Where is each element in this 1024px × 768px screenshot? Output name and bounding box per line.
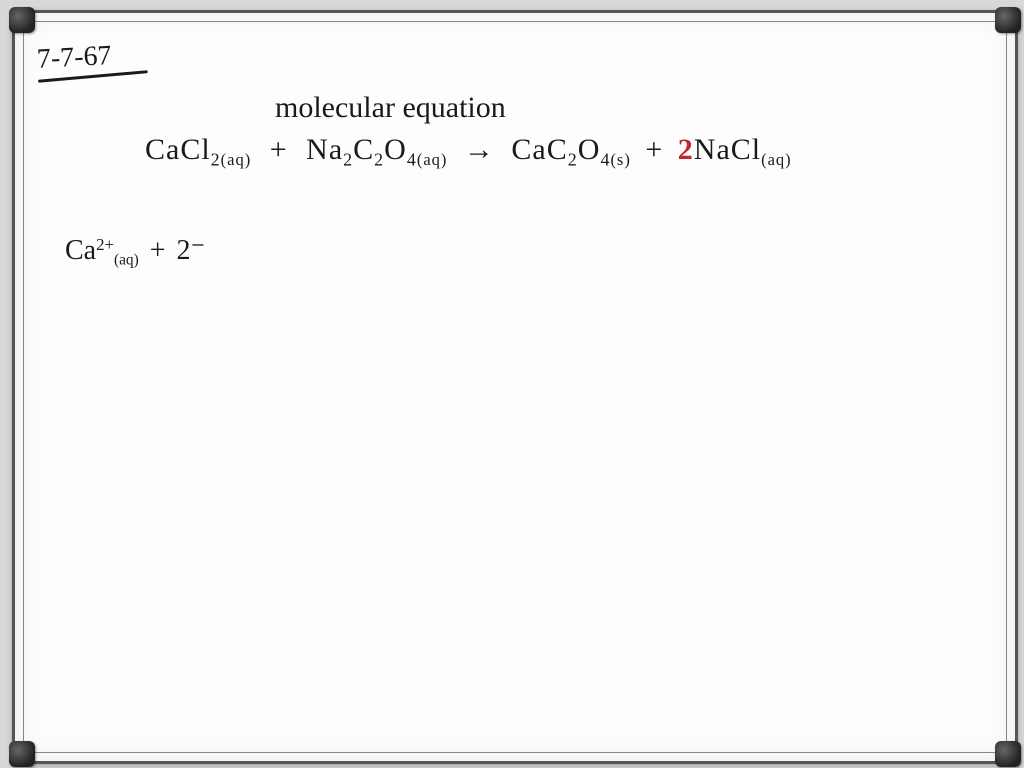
product-1: CaC2O4(s) xyxy=(511,133,639,166)
section-title: molecular equation xyxy=(275,91,506,125)
formula-text: NaCl xyxy=(694,133,761,166)
date-label: 7-7-67 xyxy=(36,38,148,81)
state-label: (aq) xyxy=(114,251,139,268)
corner-bracket-icon xyxy=(995,7,1021,33)
formula-text: CaCl xyxy=(145,133,211,166)
product-2: NaCl(aq) xyxy=(694,133,792,166)
subscript: 4 xyxy=(600,149,610,169)
whiteboard-frame xyxy=(23,21,1007,753)
formula-text: O xyxy=(578,133,601,166)
formula-text: CaC xyxy=(511,133,567,166)
plus-sign: + xyxy=(260,133,298,166)
ionic-equation-start: Ca2+(aq) + 2⁻ xyxy=(65,233,205,269)
state-label: (aq) xyxy=(417,150,448,169)
corner-bracket-icon xyxy=(9,741,35,767)
ion-charge: 2+ xyxy=(96,235,114,254)
formula-text: Na xyxy=(306,133,343,166)
subscript: 4 xyxy=(407,149,417,169)
partial-text: 2⁻ xyxy=(177,235,206,266)
corner-bracket-icon xyxy=(995,741,1021,767)
coefficient-red: 2 xyxy=(678,133,694,166)
formula-text: O xyxy=(384,133,407,166)
reactant-1: CaCl2(aq) xyxy=(145,133,260,166)
subscript: 2 xyxy=(568,149,578,169)
state-label: (aq) xyxy=(221,150,252,169)
subscript: 2 xyxy=(343,149,353,169)
plus-sign: + xyxy=(639,133,669,166)
state-label: (s) xyxy=(610,150,630,169)
plus-sign: + xyxy=(146,235,170,266)
subscript: 2 xyxy=(211,149,221,169)
ion-species: Ca xyxy=(65,235,96,266)
corner-bracket-icon xyxy=(9,7,35,33)
state-label: (aq) xyxy=(761,150,792,169)
molecular-equation: CaCl2(aq) + Na2C2O4(aq) → CaC2O4(s) + 2N… xyxy=(145,133,792,170)
reaction-arrow-icon: → xyxy=(456,133,503,166)
subscript: 2 xyxy=(374,149,384,169)
formula-text: C xyxy=(353,133,374,166)
reactant-2: Na2C2O4(aq) xyxy=(306,133,456,166)
whiteboard: 7-7-67 molecular equation CaCl2(aq) + Na… xyxy=(12,10,1018,764)
date-text: 7-7-67 xyxy=(36,40,112,75)
